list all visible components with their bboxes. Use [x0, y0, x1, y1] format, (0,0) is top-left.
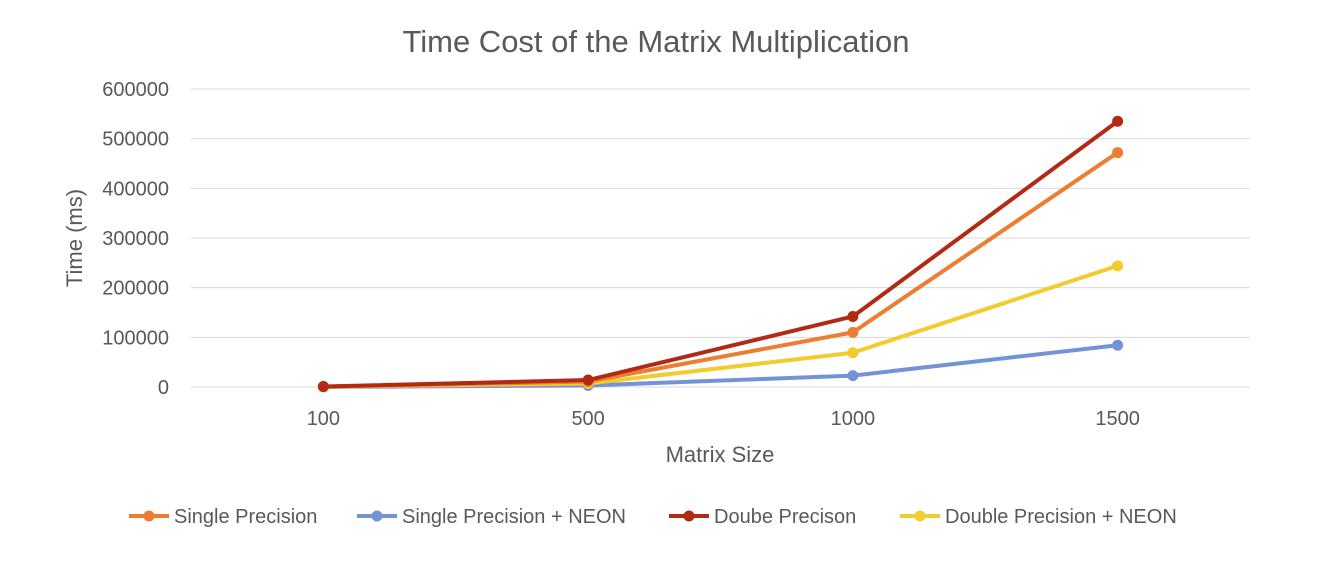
data-point — [847, 370, 859, 382]
y-tick-label: 100000 — [102, 327, 169, 349]
series-3 — [317, 260, 1124, 393]
y-tick-label: 300000 — [102, 228, 169, 250]
series-line — [321, 263, 1120, 389]
legend-label: Double Precision + NEON — [945, 506, 1177, 528]
chart-title: Time Cost of the Matrix Multiplication — [402, 24, 909, 59]
series-lines — [317, 115, 1124, 393]
y-tick-label: 500000 — [102, 129, 169, 151]
data-point — [582, 374, 594, 386]
legend-label: Doube Precison — [714, 506, 856, 528]
data-point — [847, 347, 859, 359]
x-tick-label: 500 — [571, 408, 604, 430]
legend-swatch-marker — [371, 510, 383, 522]
data-point — [1112, 147, 1124, 159]
data-point — [847, 326, 859, 338]
data-point — [847, 310, 859, 322]
legend-label: Single Precision — [174, 506, 317, 528]
y-tick-label: 400000 — [102, 178, 169, 200]
y-tick-label: 200000 — [102, 278, 169, 300]
y-axis-label: Time (ms) — [62, 189, 87, 287]
y-axis-ticks: 0 100000 200000 300000 400000 500000 600000 — [102, 79, 169, 399]
legend-swatch-marker — [683, 510, 695, 522]
series-line — [321, 119, 1120, 389]
x-axis-ticks: 100 500 1000 1500 — [307, 408, 1140, 430]
series-line — [321, 343, 1120, 389]
data-point — [317, 381, 329, 393]
series-2 — [317, 115, 1124, 393]
legend-item: Doube Precison — [669, 506, 856, 528]
x-tick-label: 1500 — [1095, 408, 1140, 430]
y-tick-label: 0 — [158, 377, 169, 399]
series-0 — [317, 147, 1124, 393]
data-point — [1112, 339, 1124, 351]
legend-swatch-marker — [143, 510, 155, 522]
legend-item: Single Precision + NEON — [357, 506, 626, 528]
legend-item: Double Precision + NEON — [900, 506, 1177, 528]
y-tick-label: 600000 — [102, 79, 169, 101]
legend-item: Single Precision — [129, 506, 317, 528]
x-tick-label: 1000 — [831, 408, 876, 430]
legend-swatch-marker — [914, 510, 926, 522]
x-axis-label: Matrix Size — [666, 442, 775, 467]
legend: Single Precision Single Precision + NEON D… — [129, 506, 1177, 528]
x-tick-label: 100 — [307, 408, 340, 430]
legend-label: Single Precision + NEON — [402, 506, 626, 528]
data-point — [1112, 115, 1124, 127]
series-line — [321, 150, 1120, 389]
gridlines — [191, 88, 1250, 388]
data-point — [1112, 260, 1124, 272]
